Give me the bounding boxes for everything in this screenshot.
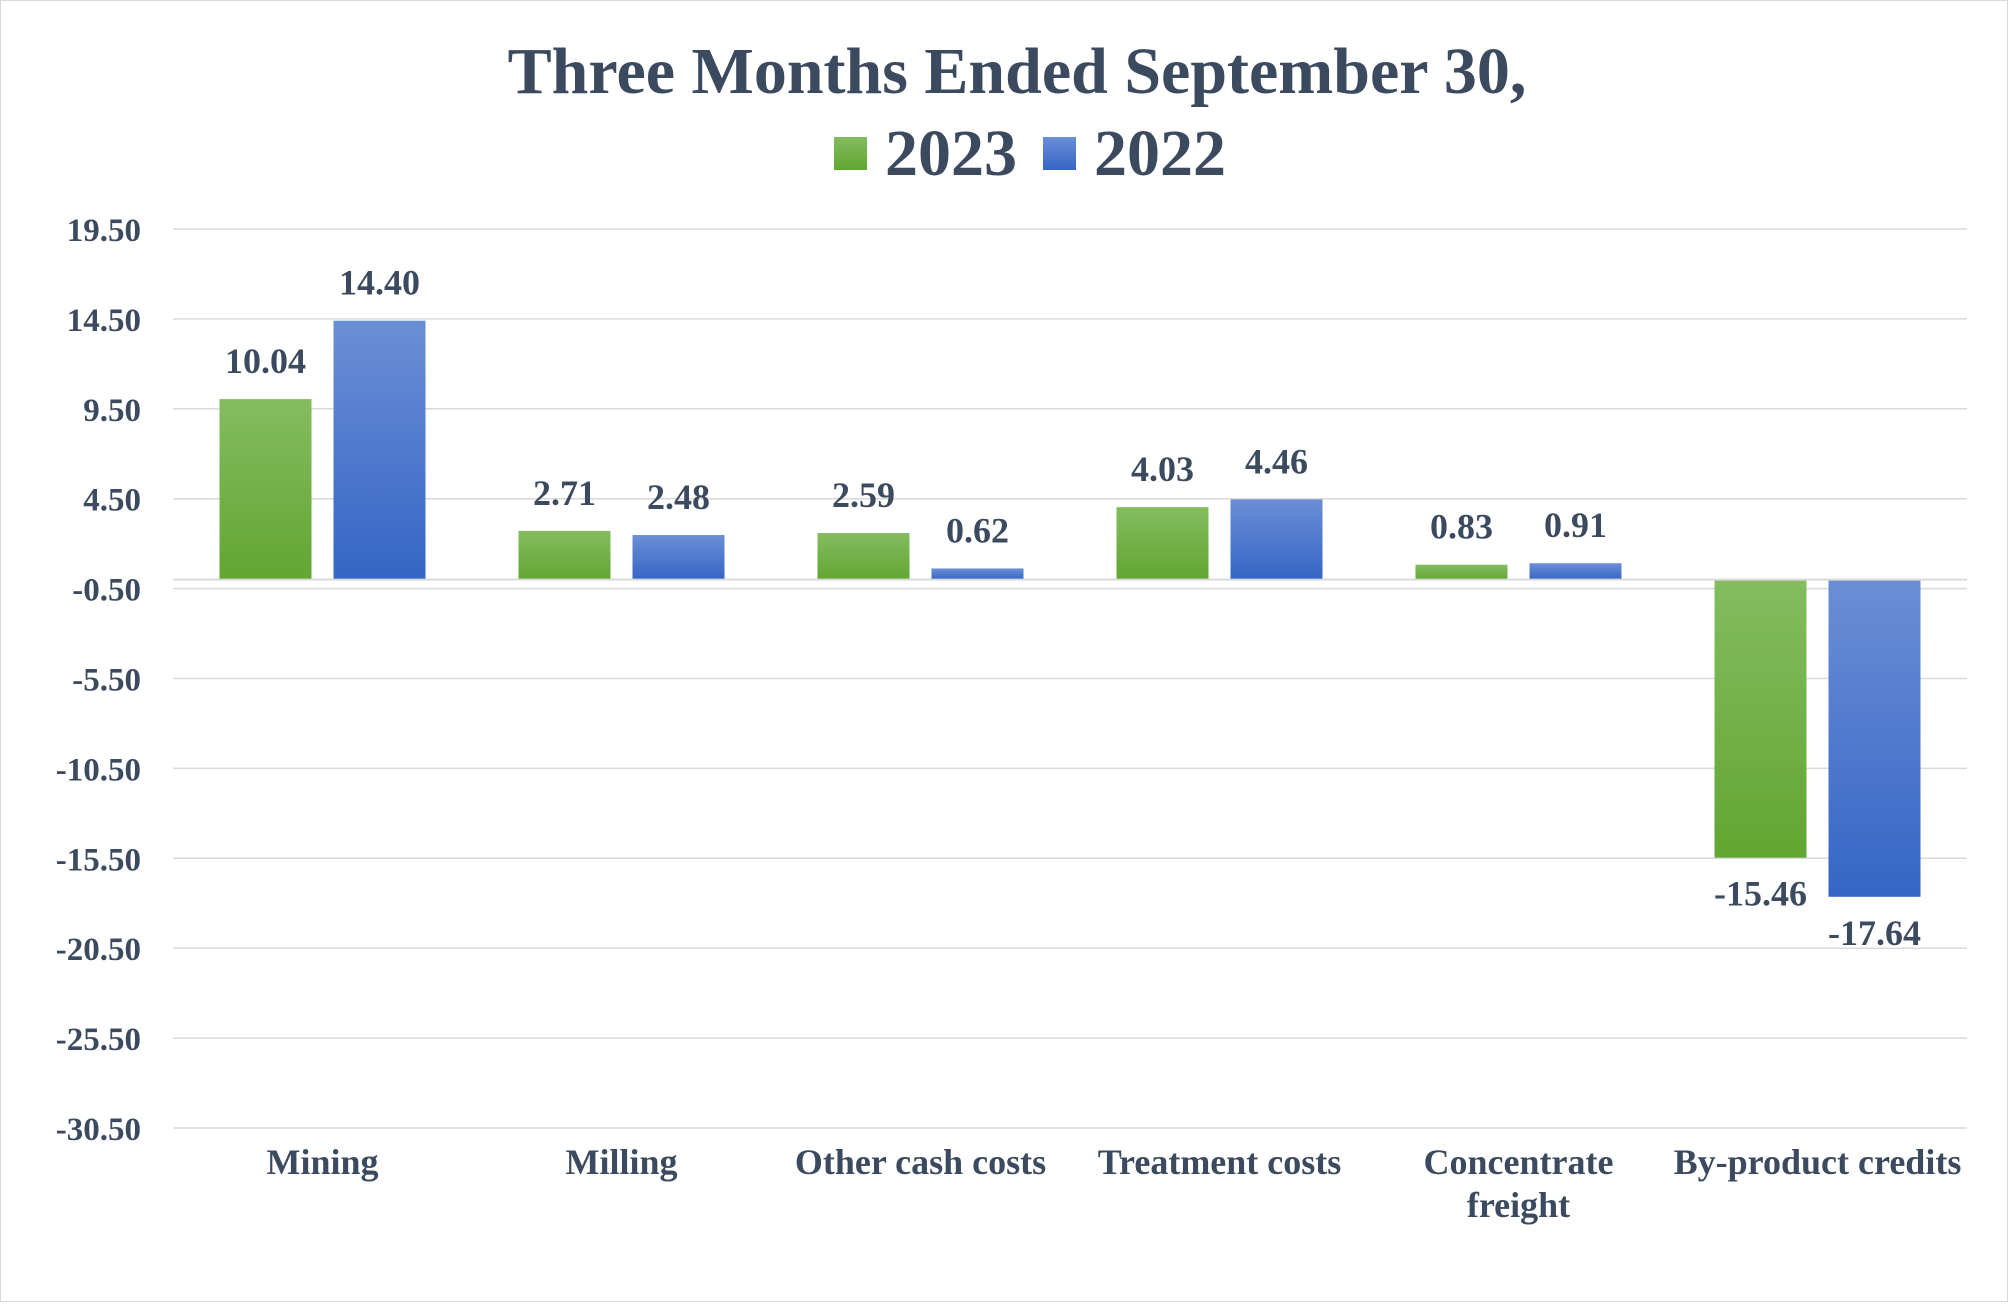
bar-2022-2 xyxy=(931,568,1024,580)
data-labels: 10.04 14.40 2.71 2.48 2.59 0.62 4.03 4.46 0.83 0.… xyxy=(225,263,1921,953)
category-label: Mining xyxy=(266,1142,378,1182)
data-label-2023-2: 2.59 xyxy=(832,475,895,515)
bar-2023-0 xyxy=(219,399,312,580)
category-label: Milling xyxy=(565,1142,677,1182)
legend-swatch-2023 xyxy=(834,137,867,170)
y-tick-label: 4.50 xyxy=(83,483,141,519)
data-label-2022-2: 0.62 xyxy=(946,510,1009,550)
y-tick-label: -20.50 xyxy=(56,932,141,968)
bar-2023-4 xyxy=(1415,564,1508,580)
legend-label-2022: 2022 xyxy=(1094,117,1226,190)
y-tick-label: -15.50 xyxy=(56,842,141,878)
data-label-2023-1: 2.71 xyxy=(533,473,596,513)
y-tick-label: -0.50 xyxy=(72,573,141,609)
data-label-2023-0: 10.04 xyxy=(225,341,306,381)
bars xyxy=(219,320,1921,897)
data-label-2022-0: 14.40 xyxy=(339,263,420,303)
y-tick-label: -10.50 xyxy=(56,752,141,788)
bar-2022-3 xyxy=(1230,499,1323,580)
bar-2022-5 xyxy=(1828,579,1921,897)
bar-2022-1 xyxy=(632,535,725,580)
data-label-2023-4: 0.83 xyxy=(1430,507,1493,547)
y-tick-label: -5.50 xyxy=(72,663,141,699)
chart-title: Three Months Ended September 30, xyxy=(508,35,1527,108)
category-labels: Mining Milling Other cash costs Treatment c… xyxy=(266,1142,1961,1225)
category-label: Other cash costs xyxy=(795,1142,1046,1182)
data-label-2023-5: -15.46 xyxy=(1714,874,1807,914)
y-tick-label: 9.50 xyxy=(83,393,141,429)
y-tick-label: -25.50 xyxy=(56,1022,141,1058)
y-tick-label: 19.50 xyxy=(67,213,141,249)
category-label: Concentrate freight xyxy=(1424,1142,1614,1225)
category-label: Treatment costs xyxy=(1098,1142,1342,1182)
category-label: By-product credits xyxy=(1674,1142,1962,1182)
y-tick-label: -30.50 xyxy=(56,1112,141,1148)
legend: 2023 2022 xyxy=(834,117,1226,190)
y-axis-tick-labels: 19.50 14.50 9.50 4.50 -0.50 -5.50 -10.50 -15.50… xyxy=(56,213,141,1148)
data-label-2022-4: 0.91 xyxy=(1544,505,1607,545)
gridlines xyxy=(173,228,1967,1129)
legend-swatch-2022 xyxy=(1043,137,1076,170)
bar-2023-2 xyxy=(817,533,910,580)
y-tick-label: 14.50 xyxy=(67,303,141,339)
data-label-2023-3: 4.03 xyxy=(1131,449,1194,489)
bar-2022-0 xyxy=(333,320,426,580)
data-label-2022-1: 2.48 xyxy=(647,477,710,517)
bar-2023-5 xyxy=(1714,579,1807,858)
bar-2023-1 xyxy=(518,530,611,580)
bar-2023-3 xyxy=(1116,507,1209,580)
legend-label-2023: 2023 xyxy=(885,117,1017,190)
data-label-2022-3: 4.46 xyxy=(1245,441,1308,481)
data-label-2022-5: -17.64 xyxy=(1828,913,1921,953)
bar-2022-4 xyxy=(1529,563,1622,580)
